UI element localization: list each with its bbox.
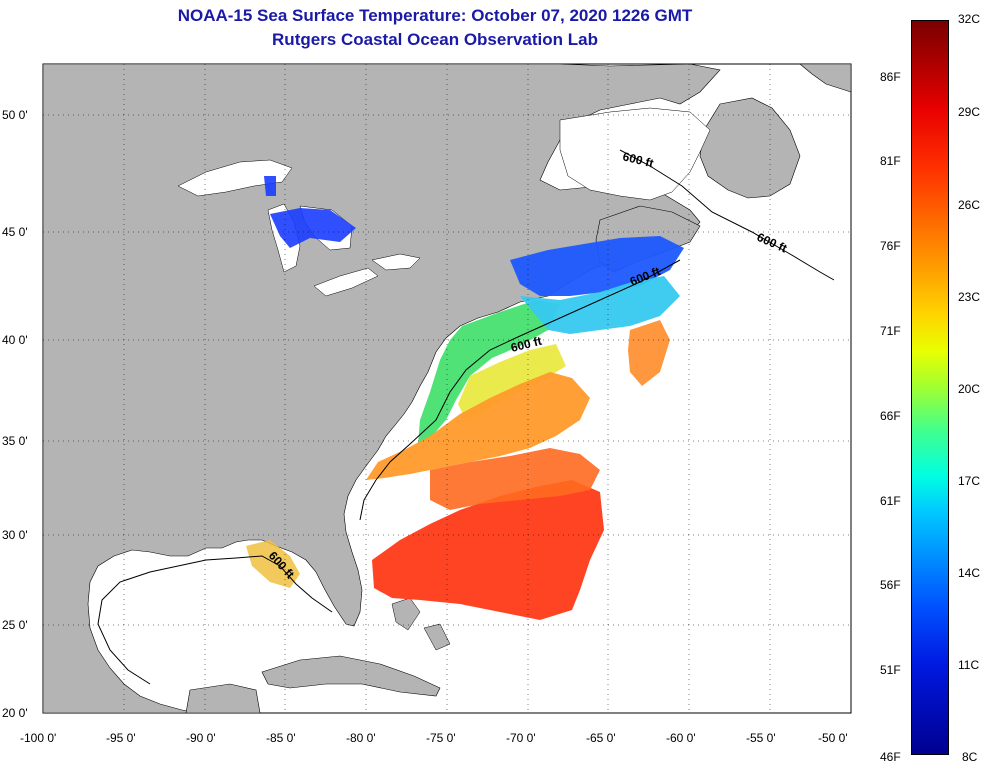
- gulf-st-lawrence: [559, 107, 711, 201]
- lon-tick-label: -80 0': [346, 731, 376, 745]
- sst-gulf-stream-orange: [366, 372, 590, 480]
- colorbar-f-label: 46F: [880, 750, 901, 764]
- colorbar-c-label: 32C: [958, 12, 981, 26]
- lat-tick-label: 30 0': [2, 528, 28, 542]
- isobath-600ft-shelf: [359, 259, 681, 521]
- lake-ontario: [371, 253, 421, 271]
- sst-gulf-mexico-yellow: [246, 540, 300, 588]
- temperature-colorbar: [911, 20, 949, 755]
- lon-tick-label: -55 0': [746, 731, 776, 745]
- land-greenland-corner: [799, 63, 852, 93]
- colorbar-f-label: 76F: [880, 239, 901, 253]
- sst-cyan-band: [520, 276, 680, 334]
- lake-erie: [313, 267, 379, 297]
- isobath-600ft-gulf: [97, 555, 333, 685]
- land-cuba: [261, 655, 441, 697]
- colorbar-f-label: 56F: [880, 578, 901, 592]
- lon-tick-label: -95 0': [106, 731, 136, 745]
- lon-tick-label: -75 0': [426, 731, 456, 745]
- lon-tick-label: -70 0': [506, 731, 536, 745]
- sst-sargasso-red: [372, 480, 604, 620]
- lake-sst-cold: [264, 176, 356, 248]
- lat-tick-label: 40 0': [2, 333, 28, 347]
- land-newfoundland: [699, 97, 801, 199]
- land-north-america: [42, 63, 721, 714]
- colorbar-c-label: 29C: [958, 105, 981, 119]
- lon-tick-label: -90 0': [186, 731, 216, 745]
- colorbar-c-label: 8C: [962, 750, 978, 764]
- sst-orange-mid: [430, 448, 600, 510]
- colorbar-f-label: 86F: [880, 70, 901, 84]
- lat-tick-label: 35 0': [2, 434, 28, 448]
- colorbar-f-label: 66F: [880, 409, 901, 423]
- colorbar-f-label: 61F: [880, 494, 901, 508]
- lat-tick-label: 20 0': [2, 706, 28, 720]
- colorbar-f-label: 71F: [880, 324, 901, 338]
- map-title: NOAA-15 Sea Surface Temperature: October…: [177, 6, 693, 25]
- lat-tick-label: 50 0': [2, 108, 28, 122]
- lon-tick-label: -65 0': [586, 731, 616, 745]
- sst-offshore-patch: [628, 320, 670, 386]
- lon-tick-label: -100 0': [20, 731, 56, 745]
- colorbar-c-label: 11C: [958, 658, 980, 672]
- map-subtitle: Rutgers Coastal Ocean Observation Lab: [272, 30, 598, 49]
- lat-tick-label: 25 0': [2, 618, 28, 632]
- lon-tick-label: -50 0': [818, 731, 848, 745]
- sst-coastal-green: [418, 300, 560, 444]
- colorbar-c-label: 14C: [958, 566, 981, 580]
- colorbar-c-label: 17C: [958, 474, 981, 488]
- lat-tick-label: 45 0': [2, 225, 28, 239]
- lake-superior: [177, 159, 293, 197]
- colorbar-c-label: 26C: [958, 198, 981, 212]
- lon-tick-label: -85 0': [266, 731, 296, 745]
- lon-tick-label: -60 0': [666, 731, 696, 745]
- land-yucatan: [185, 683, 261, 714]
- graticule: [43, 64, 851, 713]
- colorbar-f-label: 81F: [880, 154, 901, 168]
- colorbar-c-label: 23C: [958, 290, 981, 304]
- colorbar-c-label: 20C: [958, 382, 981, 396]
- colorbar-f-label: 51F: [880, 663, 901, 677]
- isobath-600ft-atlantic: [619, 149, 835, 281]
